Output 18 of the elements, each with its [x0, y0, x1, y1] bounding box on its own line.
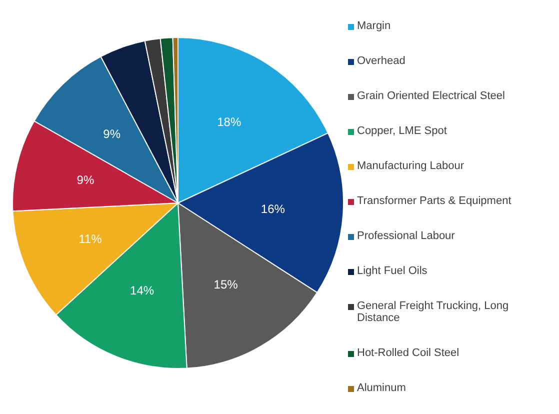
data-label: 18%	[217, 115, 242, 130]
legend-label: General Freight Trucking, Long Distance	[357, 300, 510, 324]
legend-label: Professional Labour	[357, 230, 455, 242]
data-label: 9%	[76, 173, 94, 188]
legend-label: Margin	[357, 20, 391, 32]
legend-label: Aluminum	[357, 382, 406, 394]
data-label: 9%	[103, 126, 121, 141]
data-label: 11%	[78, 232, 102, 246]
legend-label: Grain Oriented Electrical Steel	[357, 90, 505, 102]
legend-label: Manufacturing Labour	[357, 160, 464, 172]
legend-label: Overhead	[357, 54, 406, 67]
data-label: 15%	[214, 278, 238, 292]
legend-label: Light Fuel Oils	[357, 265, 428, 278]
data-label: 16%	[260, 202, 286, 216]
legend-label: Hot-Rolled Coil Steel	[357, 347, 460, 360]
data-label: 14%	[130, 283, 154, 298]
legend-label: Transformer Parts & Equipment	[357, 194, 512, 207]
legend-label: Copper, LME Spot	[357, 124, 447, 137]
